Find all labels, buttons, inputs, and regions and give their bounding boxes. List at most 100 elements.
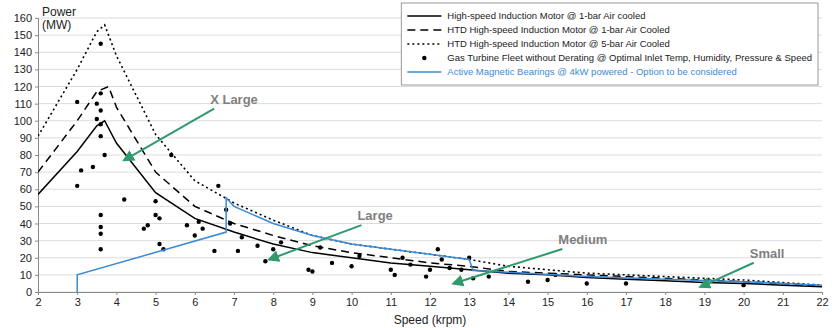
y-tick-mark (35, 87, 38, 88)
y-tick-label: 140 (14, 46, 32, 58)
x-tick: 7 (231, 292, 237, 308)
scatter-point (428, 268, 432, 272)
x-tick-label: 18 (660, 296, 672, 308)
y-tick-mark (35, 292, 38, 293)
x-tick-mark (587, 292, 588, 295)
x-tick-label: 15 (542, 296, 554, 308)
x-tick-label: 14 (503, 296, 515, 308)
scatter-point (99, 41, 103, 45)
scatter-point (157, 242, 161, 246)
scatter-point (228, 221, 232, 225)
y-tick-mark (35, 275, 38, 276)
scatter-point (99, 91, 103, 95)
x-tick-label: 4 (114, 296, 120, 308)
y-tick-label: 120 (14, 81, 32, 93)
y-tick: 120 (14, 81, 38, 93)
y-tick-mark (35, 138, 38, 139)
legend-label: HTD High-speed Induction Motor @ 1-bar A… (447, 24, 669, 35)
line-series (77, 198, 822, 292)
y-tick: 140 (14, 46, 38, 58)
scatter-point (279, 240, 283, 244)
x-tick-label: 12 (424, 296, 436, 308)
scatter-point (91, 165, 95, 169)
x-tick: 19 (699, 292, 711, 308)
scatter-point (389, 268, 393, 272)
y-tick-label: 50 (20, 200, 32, 212)
y-tick: 90 (20, 132, 38, 144)
scatter-point (436, 247, 440, 251)
scatter-point (95, 117, 99, 121)
x-tick-mark (783, 292, 784, 295)
scatter-point (185, 223, 189, 227)
scatter-point (440, 257, 444, 261)
y-tick-mark (35, 172, 38, 173)
annotation: Medium (558, 232, 607, 247)
scatter-point (197, 220, 201, 224)
y-tick: 10 (20, 269, 38, 281)
x-tick: 3 (75, 292, 81, 308)
scatter-point (200, 226, 204, 230)
scatter-point (99, 108, 103, 112)
x-tick-label: 13 (464, 296, 476, 308)
y-tick: 40 (20, 218, 38, 230)
scatter-point (79, 168, 83, 172)
scatter-point (271, 247, 275, 251)
grid-line (38, 137, 822, 138)
scatter-point (153, 213, 157, 217)
x-tick-label: 19 (699, 296, 711, 308)
y-tick-label: 70 (20, 166, 32, 178)
scatter-point (400, 256, 404, 260)
annotation: X Large (210, 92, 258, 107)
scatter-point (545, 278, 549, 282)
grid-line (38, 86, 822, 87)
y-tick-mark (35, 189, 38, 190)
line-series (38, 121, 822, 287)
scatter-point (102, 153, 106, 157)
y-tick: 30 (20, 235, 38, 247)
x-tick-mark (704, 292, 705, 295)
x-axis: 2345678910111213141516171819202122 (35, 292, 828, 308)
legend-symbol (407, 43, 441, 45)
y-tick: 0 (26, 286, 38, 298)
y-axis: 0102030405060708090100110120130140150160 (14, 12, 39, 298)
y-tick-label: 130 (14, 63, 32, 75)
y-tick: 130 (14, 63, 38, 75)
x-tick-mark (469, 292, 470, 295)
scatter-point (142, 226, 146, 230)
x-tick: 12 (424, 292, 436, 308)
grid-line (38, 257, 822, 258)
scatter-point (263, 259, 267, 263)
annotation: Small (750, 246, 785, 261)
y-tick-mark (35, 121, 38, 122)
scatter-point (447, 266, 451, 270)
legend: High-speed Induction Motor @ 1-bar Air c… (401, 3, 818, 85)
scatter-point (216, 184, 220, 188)
y-tick-mark (35, 224, 38, 225)
y-tick-label: 60 (20, 183, 32, 195)
x-tick-label: 22 (816, 296, 828, 308)
y-axis-line (35, 19, 39, 293)
scatter-point (146, 223, 150, 227)
x-tick-label: 10 (346, 296, 358, 308)
scatter-point (424, 274, 428, 278)
x-tick: 15 (542, 292, 554, 308)
annotation-arrow (700, 263, 753, 287)
x-tick: 20 (738, 292, 750, 308)
y-tick-label: 30 (20, 235, 32, 247)
scatter-point (310, 269, 314, 273)
y-tick-label: 80 (20, 149, 32, 161)
y-tick-mark (35, 104, 38, 105)
y-tick: 50 (20, 200, 38, 212)
x-tick-mark (626, 292, 627, 295)
scatter-point (487, 274, 491, 278)
legend-symbol (407, 15, 441, 17)
scatter-point (306, 268, 310, 272)
legend-label: High-speed Induction Motor @ 1-bar Air c… (447, 10, 645, 21)
x-tick: 5 (153, 292, 159, 308)
x-tick: 17 (620, 292, 632, 308)
x-tick-label: 8 (271, 296, 277, 308)
x-tick-mark (391, 292, 392, 295)
x-tick: 4 (114, 292, 120, 308)
scatter-point (99, 122, 103, 126)
x-tick: 10 (346, 292, 358, 308)
